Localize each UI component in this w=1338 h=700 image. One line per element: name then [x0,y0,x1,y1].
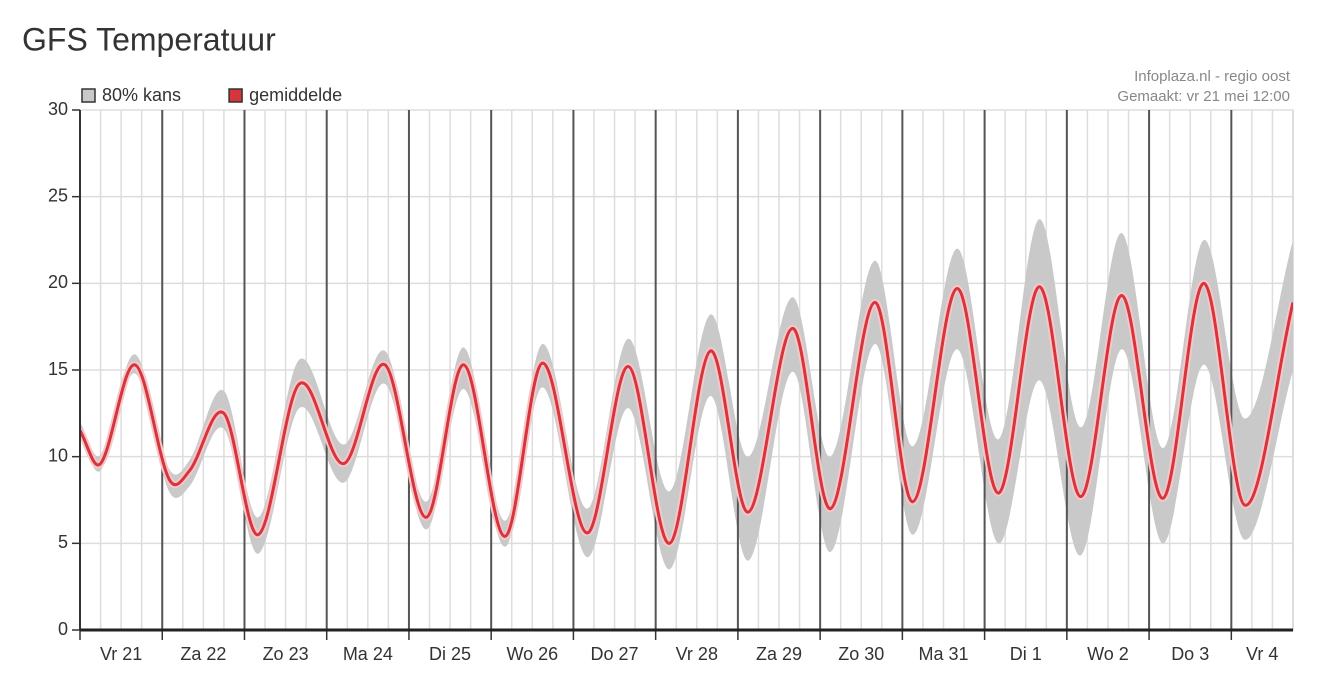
y-tick-label: 25 [48,185,68,205]
x-tick-label: Za 29 [756,644,802,664]
line [80,281,1293,545]
legend-swatch [81,88,96,103]
y-tick-label: 0 [58,619,68,639]
x-tick-label: Vr 28 [676,644,718,664]
x-tick-label: Wo 2 [1087,644,1129,664]
y-tick-label: 15 [48,359,68,379]
y-tick-label: 10 [48,445,68,465]
x-tick-label: Wo 26 [506,644,558,664]
source: Infoplaza.nl - regio oost [1134,68,1291,85]
legend-label: 80% kans [102,85,181,105]
y-tick-label: 5 [58,532,68,552]
legend-label: gemiddelde [249,85,342,105]
y-tick-label: 30 [48,99,68,119]
x-tick-label: Zo 30 [838,644,884,664]
chart-title: GFS Temperatuur [22,21,276,57]
x-tick-label: Vr 4 [1246,644,1278,664]
x-tick-label: Di 25 [429,644,471,664]
x-tick-label: Do 27 [591,644,639,664]
x-tick-label: Zo 23 [263,644,309,664]
x-tick-label: Di 1 [1010,644,1042,664]
x-tick-label: Ma 31 [918,644,968,664]
x-tick-label: Do 3 [1171,644,1209,664]
x-tick-label: Za 22 [180,644,226,664]
y-tick-label: 20 [48,272,68,292]
created: Gemaakt: vr 21 mei 12:00 [1117,88,1290,105]
legend-swatch [228,88,243,103]
x-tick-label: Vr 21 [100,644,142,664]
x-tick-label: Ma 24 [343,644,393,664]
